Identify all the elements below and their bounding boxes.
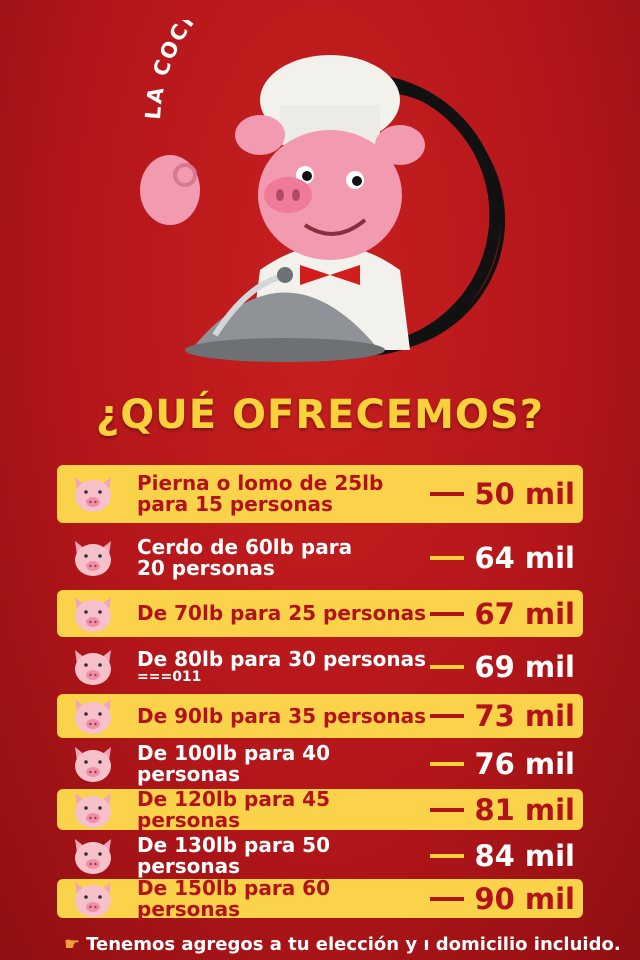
pig-icon <box>71 475 115 513</box>
item-price: 64 mil <box>474 540 575 575</box>
item-line1: De 90lb para 35 personas <box>137 703 427 728</box>
item-description: De 120lb para 45 personas <box>137 786 430 832</box>
item-price: 50 mil <box>474 477 575 511</box>
item-description: De 150lb para 60 personas <box>137 875 430 921</box>
dash-divider <box>430 761 465 766</box>
item-price: 90 mil <box>474 881 575 916</box>
pig-icon <box>71 595 115 633</box>
menu-item: De 70lb para 25 personas 67 mil <box>57 590 583 637</box>
item-price: 67 mil <box>474 596 575 631</box>
dash-divider <box>430 807 465 812</box>
menu-item: De 100lb para 40 personas 76 mil <box>57 742 583 785</box>
dash-divider <box>430 896 465 901</box>
item-line1: De 130lb para 50 personas <box>137 833 330 878</box>
dash-divider <box>430 714 465 718</box>
pig-icon <box>71 791 115 829</box>
pointing-hand-icon: ☛ <box>64 934 81 955</box>
item-line1: De 70lb para 25 personas <box>137 601 427 625</box>
item-description: De 80lb para 30 personas ===011 <box>137 647 430 685</box>
item-line2: 20 personas <box>137 555 275 580</box>
pig-icon <box>71 745 115 783</box>
item-line1: Pierna o lomo de 25lb <box>137 471 384 495</box>
dash-divider <box>430 611 465 616</box>
chef-pig-logo: LA COCINA DE SERAFÍN SELLO <box>140 20 506 362</box>
menu-item: Pierna o lomo de 25lb para 15 personas 5… <box>57 465 583 523</box>
pig-icon <box>71 539 115 577</box>
dash-divider <box>430 854 465 858</box>
footer-text: Tenemos agregos a tu elección y ı domici… <box>86 934 621 955</box>
item-note: ===011 <box>137 669 202 685</box>
page-title: ¿QUÉ OFRECEMOS? <box>96 392 544 438</box>
menu-item: De 120lb para 45 personas 81 mil <box>57 786 583 832</box>
item-line1: De 120lb para 45 personas <box>137 786 330 832</box>
pig-icon <box>71 697 115 735</box>
item-description: De 70lb para 25 personas <box>137 603 430 624</box>
menu-item: De 90lb para 35 personas 73 mil <box>57 694 583 738</box>
item-price: 69 mil <box>474 649 575 684</box>
item-line1: De 100lb para 40 personas <box>137 740 330 786</box>
item-line2: para 15 personas <box>137 492 333 516</box>
menu-item: De 130lb para 50 personas 84 mil <box>57 835 583 877</box>
item-price: 81 mil <box>474 792 575 827</box>
item-line1: De 150lb para 60 personas <box>137 875 330 921</box>
pig-icon <box>71 880 115 918</box>
menu-item: Cerdo de 60lb para 20 personas 64 mil <box>57 530 583 585</box>
item-description: De 130lb para 50 personas <box>137 835 430 877</box>
item-price: 73 mil <box>474 699 575 733</box>
dash-divider <box>430 664 465 669</box>
pig-icon <box>71 648 115 686</box>
footer-note: ☛ Tenemos agregos a tu elección y ı domic… <box>64 934 621 955</box>
dash-divider <box>430 555 465 560</box>
item-description: Pierna o lomo de 25lb para 15 personas <box>137 473 430 515</box>
item-line1: Cerdo de 60lb para <box>137 534 353 559</box>
menu-item: De 150lb para 60 personas 90 mil <box>57 875 583 921</box>
item-description: De 100lb para 40 personas <box>137 740 430 786</box>
dash-divider <box>430 492 465 496</box>
item-description: Cerdo de 60lb para 20 personas <box>137 534 430 580</box>
pig-icon <box>71 837 115 875</box>
item-price: 84 mil <box>474 839 575 873</box>
item-line1: De 80lb para 30 personas <box>137 647 427 671</box>
menu-item: De 80lb para 30 personas ===011 69 mil <box>57 643 583 690</box>
item-price: 76 mil <box>474 746 575 781</box>
item-description: De 90lb para 35 personas <box>137 703 430 728</box>
